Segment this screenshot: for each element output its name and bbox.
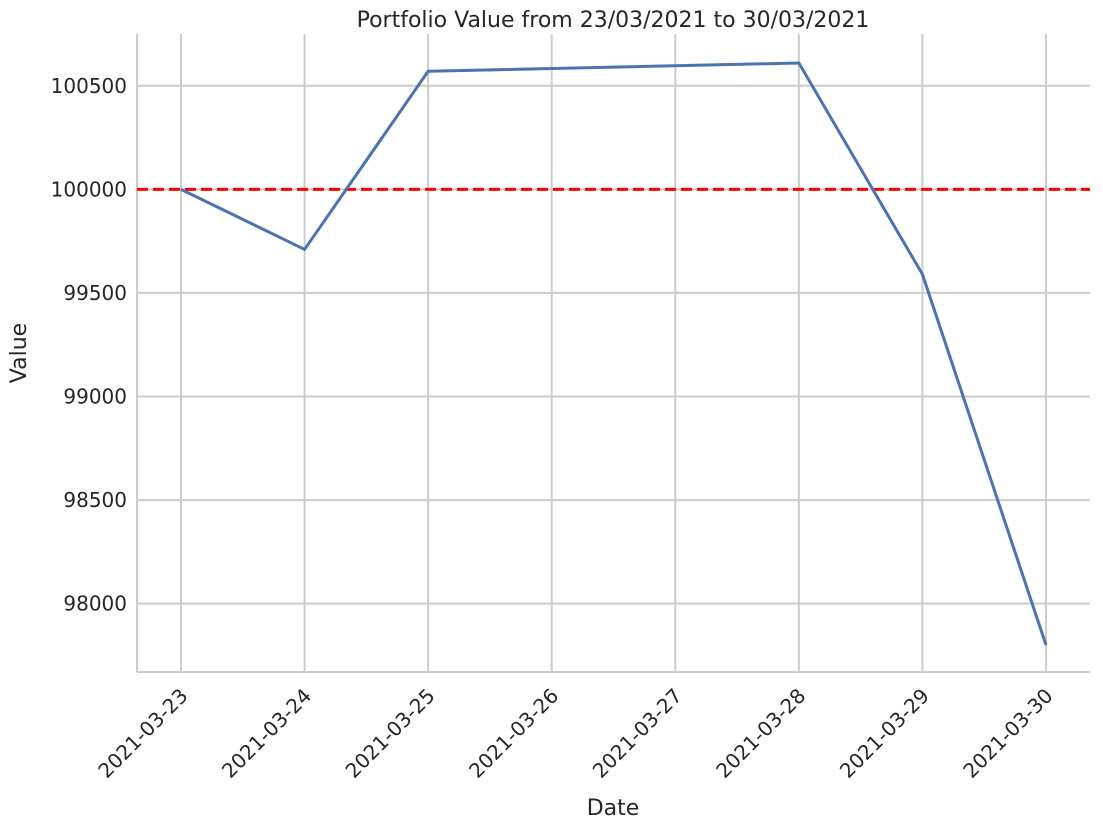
x-tick-label: 2021-03-25	[341, 684, 440, 783]
y-tick-label: 98500	[63, 488, 127, 512]
x-tick-label: 2021-03-28	[711, 684, 810, 783]
y-tick-label: 99000	[63, 385, 127, 409]
axes-spines	[137, 34, 1090, 672]
x-tick-label: 2021-03-27	[588, 684, 687, 783]
x-tick-label: 2021-03-24	[217, 684, 316, 783]
grid	[137, 34, 1090, 672]
x-tick-labels: 2021-03-23 2021-03-24 2021-03-25 2021-03-26…	[93, 684, 1057, 783]
y-tick-label: 98000	[63, 592, 127, 616]
x-tick-label: 2021-03-29	[835, 684, 934, 783]
x-axis-label: Date	[587, 796, 640, 821]
x-tick-label: 2021-03-26	[464, 684, 563, 783]
chart-title: Portfolio Value from 23/03/2021 to 30/03…	[357, 8, 870, 33]
y-tick-labels: 98000 98500 99000 99500 100000 100500	[51, 74, 127, 616]
y-axis-label: Value	[7, 323, 32, 383]
y-tick-label: 100500	[51, 74, 127, 98]
x-tick-label: 2021-03-23	[93, 684, 192, 783]
x-tick-label: 2021-03-30	[958, 684, 1057, 783]
series-layer	[181, 63, 1046, 645]
y-tick-label: 100000	[51, 177, 127, 201]
series-line	[181, 63, 1046, 645]
y-tick-label: 99500	[63, 281, 127, 305]
